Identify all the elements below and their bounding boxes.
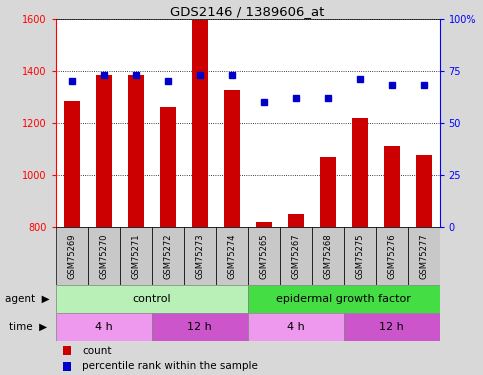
Text: GSM75268: GSM75268	[323, 233, 332, 279]
Text: GSM75267: GSM75267	[291, 233, 300, 279]
Bar	[248, 285, 440, 313]
Bar	[56, 285, 248, 313]
Text: GSM75277: GSM75277	[419, 233, 428, 279]
Bar	[352, 118, 368, 227]
Bar	[159, 107, 175, 227]
Text: GSM75269: GSM75269	[67, 233, 76, 279]
Bar	[152, 313, 248, 341]
Bar	[343, 313, 440, 341]
Text: 4 h: 4 h	[287, 322, 304, 332]
Text: GSM75271: GSM75271	[131, 233, 140, 279]
Text: GSM75274: GSM75274	[227, 233, 236, 279]
Bar	[215, 227, 248, 285]
Bar	[248, 227, 280, 285]
Bar	[63, 346, 71, 355]
Text: count: count	[83, 346, 112, 356]
Text: percentile rank within the sample: percentile rank within the sample	[83, 361, 258, 371]
Bar	[152, 227, 184, 285]
Bar	[415, 155, 431, 227]
Text: epidermal growth factor: epidermal growth factor	[276, 294, 411, 304]
Bar	[280, 227, 312, 285]
Bar	[56, 313, 152, 341]
Text: GSM75265: GSM75265	[259, 233, 268, 279]
Text: 12 h: 12 h	[187, 322, 212, 332]
Text: GSM75276: GSM75276	[387, 233, 396, 279]
Bar	[256, 222, 271, 227]
Bar	[87, 227, 120, 285]
Bar	[408, 227, 440, 285]
Bar	[384, 146, 399, 227]
Text: GSM75272: GSM75272	[163, 233, 172, 279]
Bar	[224, 90, 240, 227]
Bar	[343, 227, 376, 285]
Bar	[312, 227, 343, 285]
Bar	[192, 20, 208, 227]
Text: control: control	[132, 294, 171, 304]
Bar	[120, 227, 152, 285]
Text: GSM75273: GSM75273	[195, 233, 204, 279]
Text: GSM75270: GSM75270	[99, 233, 108, 279]
Bar	[248, 313, 343, 341]
Bar	[287, 214, 303, 227]
Bar	[184, 227, 215, 285]
Bar	[128, 75, 143, 227]
Bar	[63, 362, 71, 371]
Text: 12 h: 12 h	[379, 322, 404, 332]
Text: time  ▶: time ▶	[9, 322, 47, 332]
Bar	[56, 227, 87, 285]
Text: 4 h: 4 h	[95, 322, 113, 332]
Bar	[376, 227, 408, 285]
Text: agent  ▶: agent ▶	[5, 294, 50, 304]
Title: GDS2146 / 1389606_at: GDS2146 / 1389606_at	[170, 4, 325, 18]
Bar	[64, 101, 80, 227]
Text: GSM75275: GSM75275	[355, 233, 364, 279]
Bar	[320, 157, 336, 227]
Bar	[96, 75, 112, 227]
